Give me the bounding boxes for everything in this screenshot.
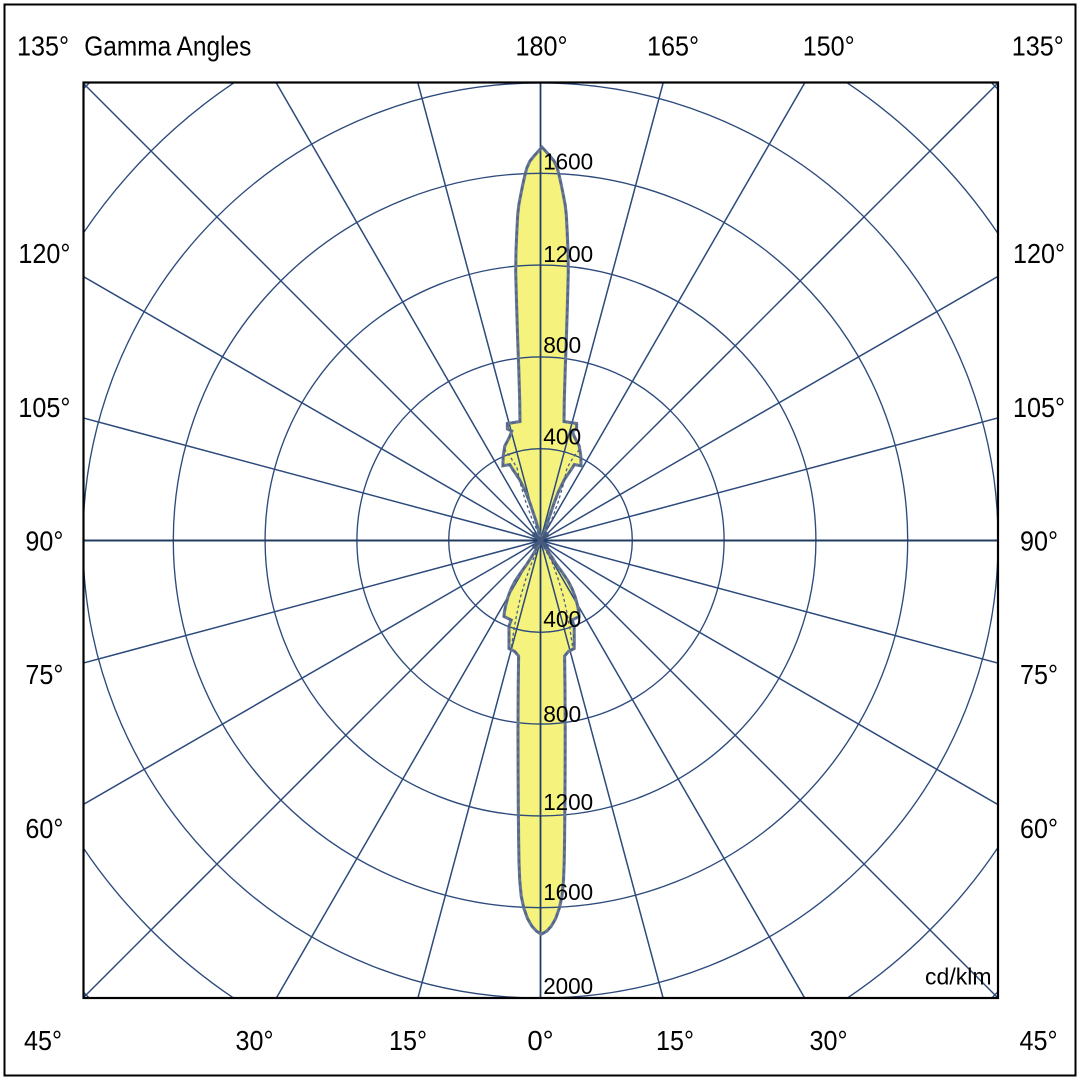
svg-text:90°: 90° [25, 526, 63, 557]
svg-text:120°: 120° [18, 238, 70, 269]
svg-text:400: 400 [543, 606, 581, 632]
svg-text:cd/klm: cd/klm [925, 964, 991, 990]
svg-text:1600: 1600 [543, 149, 593, 175]
svg-text:135°: 135° [17, 31, 69, 62]
svg-text:75°: 75° [25, 659, 63, 690]
svg-text:Gamma Angles: Gamma Angles [84, 31, 251, 62]
svg-text:800: 800 [543, 701, 581, 727]
svg-text:30°: 30° [236, 1025, 274, 1056]
svg-text:150°: 150° [803, 31, 855, 62]
svg-text:105°: 105° [1013, 392, 1065, 423]
svg-text:800: 800 [543, 332, 581, 358]
svg-text:45°: 45° [24, 1025, 62, 1056]
svg-text:30°: 30° [810, 1025, 848, 1056]
svg-text:180°: 180° [516, 31, 568, 62]
svg-text:90°: 90° [1020, 526, 1058, 557]
svg-text:165°: 165° [647, 31, 699, 62]
svg-text:1200: 1200 [543, 241, 593, 267]
svg-text:15°: 15° [389, 1025, 427, 1056]
svg-text:1200: 1200 [543, 789, 593, 815]
svg-text:60°: 60° [25, 813, 63, 844]
svg-text:60°: 60° [1020, 813, 1058, 844]
svg-text:1600: 1600 [543, 879, 593, 905]
svg-text:135°: 135° [1012, 31, 1064, 62]
svg-text:75°: 75° [1020, 659, 1058, 690]
svg-text:2000: 2000 [543, 973, 593, 999]
svg-text:15°: 15° [656, 1025, 694, 1056]
svg-text:45°: 45° [1020, 1025, 1058, 1056]
svg-text:400: 400 [543, 424, 581, 450]
svg-text:0°: 0° [527, 1025, 553, 1056]
svg-text:105°: 105° [18, 392, 70, 423]
svg-text:120°: 120° [1013, 238, 1065, 269]
